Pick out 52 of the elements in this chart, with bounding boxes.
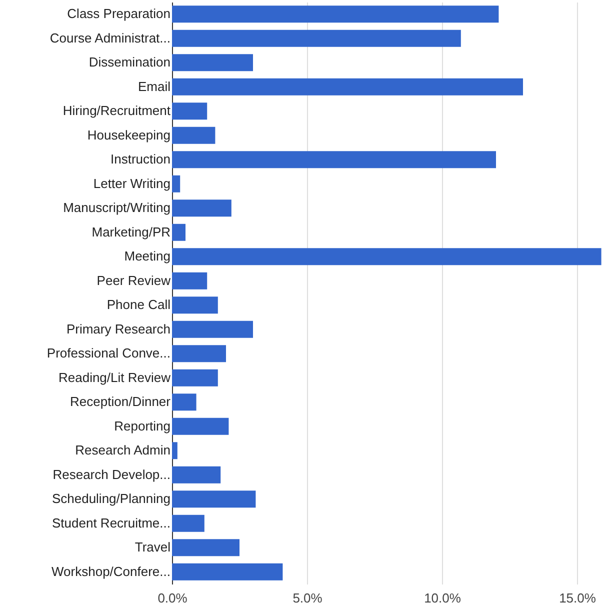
y-tick-label: Student Recruitme...: [52, 515, 170, 530]
y-tick-label: Dissemination: [88, 54, 170, 70]
y-tick-label: Primary Research: [66, 321, 170, 336]
bar: [172, 272, 208, 290]
bar: [172, 539, 240, 556]
bar: [172, 102, 208, 120]
y-tick-label: Marketing/PR: [92, 224, 170, 240]
y-tick-label: Reception/Dinner: [70, 394, 172, 410]
bar: [172, 490, 256, 508]
x-tick-label: 10.0%: [424, 590, 462, 606]
bar: [172, 224, 186, 241]
y-tick-label: Class Preparation: [67, 6, 170, 22]
y-tick-label: Research Admin: [75, 442, 170, 458]
bar: [172, 466, 221, 484]
bar: [172, 418, 229, 435]
y-tick-label: Instruction: [110, 152, 170, 167]
y-tick-label: Hiring/Recruitment: [62, 103, 171, 118]
y-tick-label: Email: [138, 78, 171, 94]
y-tick-label: Meeting: [124, 248, 170, 264]
x-tick-label: 5.0%: [292, 590, 323, 606]
bar: [172, 248, 602, 266]
bar: [172, 78, 523, 96]
y-tick-label: Manuscript/Writing: [63, 200, 170, 216]
bar: [172, 54, 253, 72]
bar: [172, 563, 283, 580]
y-tick-label: Scheduling/Planning: [52, 491, 170, 506]
y-tick-label: Peer Review: [96, 272, 172, 288]
y-tick-label: Research Develop...: [52, 466, 170, 482]
bar: [172, 345, 226, 362]
bar: [172, 175, 180, 192]
bar: [172, 151, 496, 168]
y-tick-label: Professional Conve...: [46, 346, 170, 361]
y-tick-label: Workshop/Confere...: [52, 564, 170, 579]
bar: [172, 394, 196, 411]
y-tick-label: Course Administrat...: [50, 30, 170, 46]
bar: [172, 442, 178, 460]
x-tick-label: 15.0%: [559, 590, 596, 606]
y-tick-label: Letter Writing: [93, 176, 170, 191]
bar: [172, 320, 253, 338]
y-tick-label: Housekeeping: [87, 127, 170, 142]
y-tick-label: Phone Call: [106, 297, 171, 312]
bar: [172, 296, 218, 314]
y-tick-label: Reporting: [114, 418, 170, 434]
y-tick-label: Travel: [134, 540, 171, 555]
bar: [172, 30, 461, 47]
bar: [172, 6, 499, 23]
bar: [172, 200, 232, 217]
bar: [172, 369, 218, 386]
bar: [172, 514, 204, 532]
bar: [172, 126, 216, 144]
x-tick-label: 0.0%: [158, 590, 188, 606]
y-tick-label: Reading/Lit Review: [58, 370, 172, 385]
